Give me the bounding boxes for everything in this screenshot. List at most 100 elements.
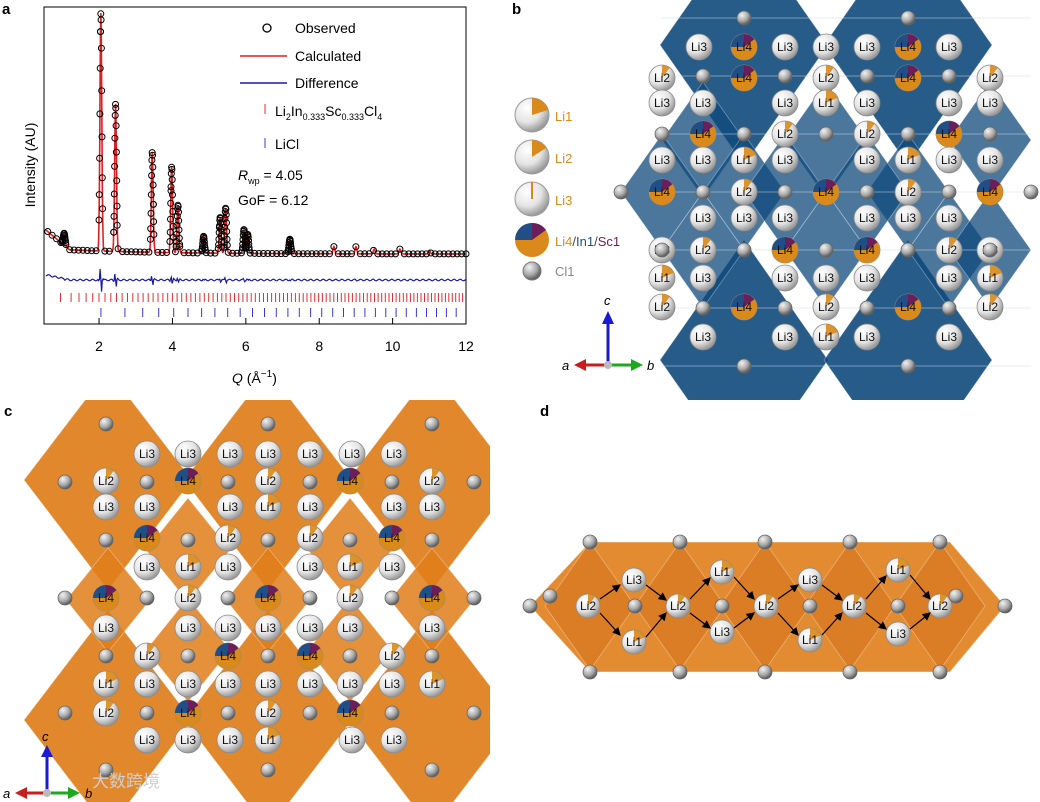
li1-occupancy <box>826 90 838 103</box>
li2-occupancy <box>268 700 276 713</box>
atom-label: Li2 <box>384 649 400 663</box>
observed-point <box>61 236 69 244</box>
atom-label: Li1 <box>654 271 670 285</box>
atom-label: Li2 <box>220 531 236 545</box>
octahedron <box>347 609 490 802</box>
crystal-structure-c: Li3 Li3 Li3 Li3 Li3 Li3 Li3 Li2 Li4 Li2 Li4 Li2 Li3 L… <box>23 400 490 802</box>
atom-li4: Li4 <box>730 64 758 92</box>
atom-li1: Li1 <box>418 670 446 698</box>
atom-li2: Li2 <box>575 593 601 619</box>
atom-label: Li3 <box>139 733 155 747</box>
atom-li2: Li2 <box>665 593 691 619</box>
atom-sphere <box>812 264 840 292</box>
li2-occupancy <box>826 294 834 307</box>
atom-sphere <box>378 553 406 581</box>
sc1-occupancy <box>662 179 673 192</box>
li2-occupancy <box>766 594 774 606</box>
cl1-site-icon <box>522 261 542 281</box>
in1-occupancy <box>93 585 106 598</box>
atom-label: Li2 <box>859 127 875 141</box>
atom-li3: Li3 <box>730 204 758 232</box>
atom-li3: Li3 <box>254 440 282 468</box>
observed-point <box>175 208 182 216</box>
c-axis-head-c <box>41 745 53 757</box>
li1-occupancy <box>268 727 280 740</box>
hop-arrow <box>689 577 711 600</box>
cl-atom <box>384 590 400 606</box>
cl-atom <box>260 762 276 778</box>
atom-label: Li4 <box>384 531 400 545</box>
atom-label: Li4 <box>736 300 752 314</box>
observed-point <box>101 247 109 255</box>
atom-sphere <box>771 89 799 117</box>
legend-li2: Li2 <box>555 151 572 166</box>
atom-label: Li4 <box>424 591 440 605</box>
observed-point <box>343 250 351 258</box>
atom-li2: Li2 <box>976 293 1004 321</box>
atom-label: Li4 <box>900 300 916 314</box>
cl-atom <box>98 532 114 548</box>
in1-occupancy <box>936 121 949 134</box>
observed-point <box>217 225 225 233</box>
atom-sphere <box>648 146 676 174</box>
atom-li1: Li1 <box>812 323 840 351</box>
cl-atom <box>139 705 155 721</box>
li2-occupancy <box>310 525 318 538</box>
atom-li2: Li2 <box>214 524 242 552</box>
atom-sphere <box>853 89 881 117</box>
bragg-ticks <box>60 293 464 317</box>
sc1-site-fill <box>532 222 546 240</box>
atom-sphere <box>771 204 799 232</box>
atom-label: Li1 <box>982 271 998 285</box>
atom-label: Li1 <box>260 500 276 514</box>
atom-label: Li3 <box>342 621 358 635</box>
observed-point <box>175 217 183 225</box>
atom-label: Li3 <box>302 447 318 461</box>
li1-occupancy <box>810 628 821 640</box>
li2-occupancy <box>228 525 236 538</box>
diffusion-pathway: Li2 Li3 Li1 Li2 Li1 Li3 Li2 Li3 Li1 Li2 Li1 Li3 Li2 <box>522 534 1013 680</box>
atom-label: Li4 <box>260 591 276 605</box>
sc1-occupancy <box>106 585 117 598</box>
observed-point <box>98 133 106 141</box>
observed-point <box>172 243 180 250</box>
atom-label: Li3 <box>302 621 318 635</box>
observed-point <box>149 200 157 208</box>
observed-point <box>176 240 184 248</box>
observed-point <box>222 211 230 219</box>
in1-occupancy <box>977 179 990 192</box>
observed-point <box>123 248 131 256</box>
atom-li2: Li2 <box>174 584 202 612</box>
legend-difference: Difference <box>295 75 359 91</box>
li2-occupancy <box>744 179 752 192</box>
atom-label: Li1 <box>98 677 114 691</box>
observed-point <box>149 163 157 171</box>
atom-label: Li2 <box>260 706 276 720</box>
observed-point <box>111 111 119 119</box>
sc1-occupancy <box>826 179 837 192</box>
hop-arrow <box>645 612 667 638</box>
cl-atom <box>890 598 906 614</box>
atom-li4: Li4 <box>812 178 840 206</box>
atom-li3: Li3 <box>214 614 242 642</box>
li2-site-fill <box>532 140 546 157</box>
atom-sphere <box>853 146 881 174</box>
cl-atom <box>736 242 752 258</box>
observed-point <box>251 249 259 257</box>
atom-label: Li3 <box>180 733 196 747</box>
observed-point <box>352 243 360 251</box>
atom-li1: Li1 <box>92 670 120 698</box>
in1-occupancy <box>175 468 188 481</box>
cl-atom <box>654 242 670 258</box>
observed-point <box>92 247 100 255</box>
x-tick-label-2: 2 <box>95 338 103 354</box>
observed-point <box>83 247 91 254</box>
atom-sphere <box>976 89 1004 117</box>
b-axis-head-c <box>68 787 80 799</box>
atom-li3: Li3 <box>296 553 324 581</box>
atom-li4: Li4 <box>133 524 161 552</box>
hop-arrow <box>689 612 711 629</box>
cl-atom <box>941 300 957 316</box>
observed-point <box>145 248 153 256</box>
li2-occupancy <box>147 643 155 656</box>
